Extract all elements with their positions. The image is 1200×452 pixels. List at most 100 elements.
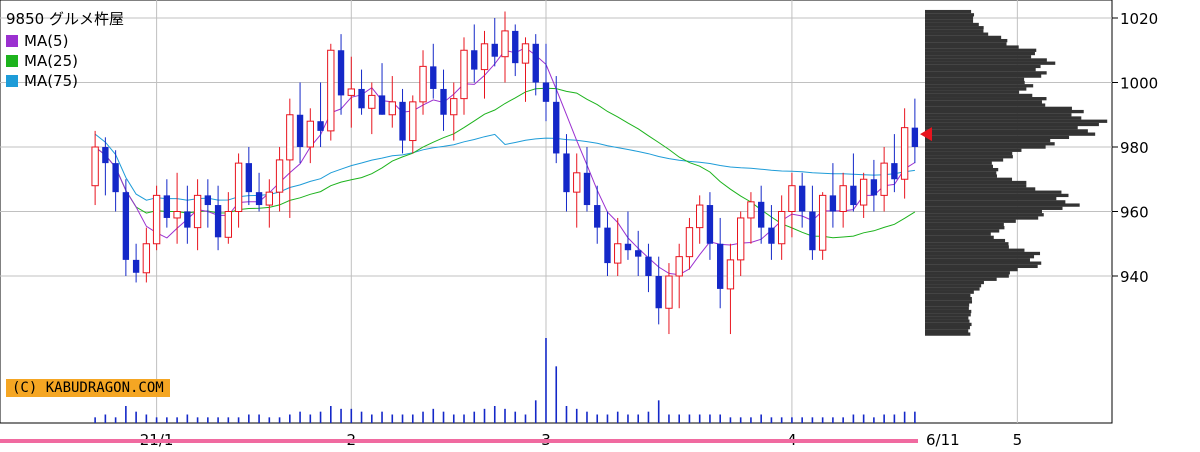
volume-profile-bar [925,167,999,172]
volume-profile-bar [925,264,1038,269]
candle-body [152,194,161,245]
candle-body [624,243,632,251]
volume-profile-bar [925,184,1027,188]
volume-profile-bar [925,277,997,281]
copyright-badge: (C) KABUDRAGON.COM [6,379,170,397]
volume-bar [637,414,640,423]
volume-profile-bar [925,316,969,320]
volume-bar [873,417,875,423]
volume-profile-bar [925,174,998,178]
volume-profile-bar [925,313,971,317]
volume-profile-bar [925,319,970,323]
candle-body [655,276,662,309]
candle-body [839,185,847,212]
candle-body [706,205,714,244]
candle-body [501,30,509,58]
candle-body [286,114,294,161]
volume-profile-bar [925,68,1036,72]
candle-body [378,95,386,115]
volume-profile-bar [925,251,1041,256]
volume-profile-bar [925,122,1099,127]
volume-profile-bar [925,13,975,17]
candle-body [665,275,673,309]
candle-body [440,88,447,115]
candle-body [604,227,611,264]
legend-ma5: MA(5) [6,31,124,51]
candle-body [419,65,427,103]
candle-body [573,172,581,193]
candle-body [112,163,119,193]
x-tick-label: 5 [1013,431,1023,449]
y-tick-label: 960 [1120,204,1149,222]
candle-body [480,43,489,71]
volume-bar [750,417,752,423]
volume-profile-bar [925,155,1013,159]
volume-profile-bar [925,64,1041,69]
volume-profile-bar [925,38,1008,43]
volume-profile-bar [925,229,1000,233]
chart-title: 9850 グルメ杵屋 [6,10,124,28]
volume-profile-bar [925,235,994,239]
volume-profile-bar [925,51,1035,56]
volume-bar [504,408,506,423]
volume-profile-bar [925,61,1056,65]
volume-profile-bar [925,232,991,236]
candle-body [409,101,417,142]
volume-profile-bar [925,90,1020,94]
y-tick-label: 980 [1120,139,1149,157]
candle-body [142,243,151,274]
volume-profile-bar [925,248,1025,252]
volume-profile-bar [925,55,1032,59]
volume-profile-bar [925,87,1027,91]
candle-body [122,192,130,260]
volume-profile-bar [925,129,1088,133]
volume-bar [801,417,803,423]
y-tick-label: 1000 [1120,75,1158,93]
volume-profile-bar [925,113,1072,117]
volume-profile-bar [925,80,1025,85]
volume-bar [791,417,793,423]
candle-body [747,201,755,219]
volume-bar [176,417,178,423]
volume-profile-bar [925,116,1082,120]
volume-profile-bar [925,19,974,23]
volume-bar [166,417,168,423]
volume-bar [309,414,312,423]
volume-bar [493,406,496,423]
volume-bar [739,417,742,423]
volume-bar [319,411,322,423]
volume-bar [770,417,773,423]
ma25-label: MA(25) [24,52,78,70]
volume-bar [883,414,885,423]
volume-profile-bar [925,219,1016,223]
ma5-swatch [6,35,18,47]
volume-profile-bar [925,326,970,330]
candle-body [726,259,735,290]
volume-bar [903,411,906,423]
volume-bar [463,414,465,423]
volume-bar [606,414,609,423]
candle-body [234,162,243,212]
volume-bar [422,411,424,423]
candle-body [859,178,868,206]
candle-body [583,172,591,206]
volume-bar [432,408,435,423]
volume-profile-bar [925,97,1047,101]
volume-bar [678,414,680,423]
volume-profile-bar [925,306,969,310]
legend-ma75: MA(75) [6,71,124,91]
volume-bar [350,408,353,423]
candle-body [768,227,775,244]
volume-bar [155,417,158,423]
volume-bar [647,411,650,423]
volume-bar [114,417,117,423]
volume-profile-bar [925,84,1034,88]
volume-profile-bar [925,148,1022,152]
candle-body [317,121,324,131]
volume-bar [811,417,814,423]
volume-bar [145,414,148,423]
candle-body [245,163,253,193]
volume-profile-bar [925,271,1010,275]
volume-profile-bar [925,74,1042,78]
